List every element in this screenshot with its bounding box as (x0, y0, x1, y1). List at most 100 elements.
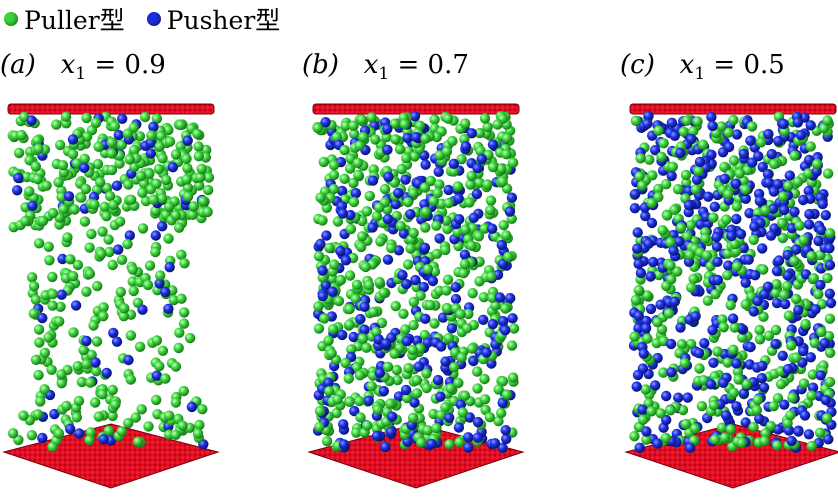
pusher-particle (691, 174, 703, 185)
panel-a-var: x (60, 50, 76, 80)
pusher-particle (645, 303, 657, 315)
puller-particle (708, 212, 719, 223)
pusher-particle (154, 278, 165, 289)
puller-particle (65, 254, 76, 265)
puller-particle (431, 423, 442, 434)
pusher-particle (338, 439, 350, 450)
puller-particle (501, 389, 513, 400)
panel-b-value: = 0.7 (397, 50, 469, 80)
panel-a-value: = 0.9 (94, 50, 166, 80)
pusher-particle (374, 367, 386, 379)
pusher-particle (497, 442, 508, 453)
pusher-particle (711, 231, 722, 243)
puller-particle (137, 223, 149, 234)
puller-particle (662, 210, 673, 221)
puller-particle (765, 420, 777, 432)
puller-particle (32, 173, 43, 185)
pusher-particle (145, 148, 157, 159)
pusher-particle (410, 274, 421, 286)
puller-particle (710, 289, 721, 300)
puller-particle (125, 374, 136, 385)
puller-particle (197, 404, 208, 415)
pusher-particle (186, 401, 198, 413)
puller-particle (203, 184, 214, 196)
puller-particle (399, 119, 410, 130)
pusher-particle (113, 129, 125, 141)
puller-particle (672, 266, 683, 277)
pusher-particle (13, 172, 24, 184)
puller-particle (371, 211, 383, 222)
pusher-particle (487, 223, 498, 234)
puller-particle (154, 361, 165, 372)
puller-particle (731, 261, 743, 272)
puller-particle (140, 195, 152, 207)
puller-particle (503, 251, 514, 262)
puller-particle (161, 174, 172, 186)
pusher-particle (123, 354, 134, 366)
puller-particle (653, 183, 664, 195)
puller-particle (723, 127, 734, 138)
puller-particle (763, 330, 775, 341)
puller-particle (195, 172, 206, 183)
puller-particle (694, 363, 705, 374)
pusher-particle (763, 177, 774, 188)
pusher-particle (708, 357, 719, 368)
puller-particle (164, 410, 175, 421)
puller-particle (808, 273, 819, 284)
panel-c-label: (c) x1 = 0.5 (620, 50, 785, 84)
pusher-particle (816, 224, 827, 236)
pusher-particle (413, 361, 424, 372)
pusher-particle (633, 310, 644, 321)
puller-particle (30, 161, 41, 172)
puller-particle (335, 274, 347, 286)
puller-particle (789, 255, 800, 267)
puller-particle (814, 427, 826, 438)
puller-particle (37, 215, 49, 227)
pusher-particle (789, 206, 800, 217)
puller-particle (456, 154, 467, 165)
puller-particle (769, 158, 780, 170)
pusher-particle (315, 238, 326, 250)
puller-particle (792, 176, 804, 187)
puller-particle (759, 435, 770, 447)
pusher-particle (56, 289, 67, 300)
puller-particle (442, 223, 453, 235)
puller-particle (824, 313, 836, 324)
pusher-particle (800, 269, 812, 280)
puller-particle (800, 318, 811, 330)
panel-c-var: x (679, 50, 695, 80)
puller-particle (760, 428, 771, 439)
puller-particle (132, 436, 144, 447)
puller-particle (81, 112, 92, 124)
puller-particle (318, 156, 329, 168)
puller-particle (107, 259, 118, 271)
pusher-particle (63, 191, 75, 202)
puller-particle (501, 230, 512, 241)
puller-particle (30, 354, 42, 365)
puller-particle (508, 323, 520, 334)
puller-particle (416, 437, 427, 448)
puller-particle (7, 428, 19, 439)
puller-particle (124, 154, 135, 165)
puller-particle (174, 327, 185, 338)
puller-particle (26, 430, 38, 441)
puller-particle (442, 113, 454, 124)
pusher-particle (793, 426, 804, 437)
pusher-particle (507, 313, 518, 324)
puller-particle (824, 228, 836, 239)
puller-particle (104, 190, 116, 202)
puller-particle (700, 233, 711, 244)
puller-particle (669, 204, 680, 215)
pusher-particle (471, 188, 483, 200)
puller-particle (485, 195, 497, 206)
puller-particle (676, 339, 688, 350)
puller-particle (419, 182, 431, 193)
puller-particle (482, 179, 493, 190)
puller-particle (479, 223, 490, 234)
puller-particle (110, 399, 121, 410)
pusher-particle (336, 185, 348, 197)
puller-particle (20, 215, 31, 227)
puller-particle (69, 204, 80, 215)
puller-particle (28, 308, 39, 319)
pusher-particle (803, 429, 815, 440)
